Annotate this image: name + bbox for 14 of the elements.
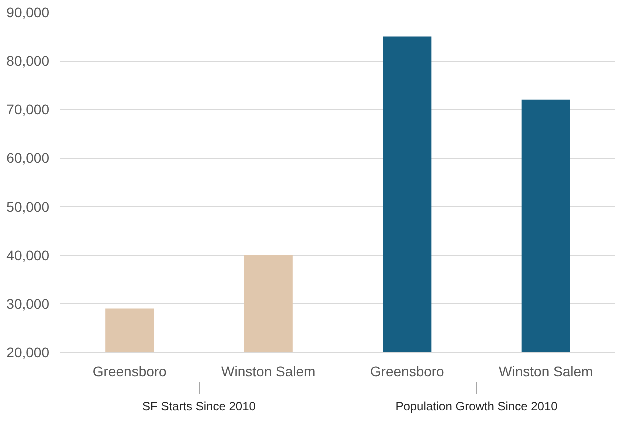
y-tick-label: 40,000: [6, 247, 50, 264]
y-tick-label: 80,000: [6, 53, 50, 70]
x-tick-label: Winston Salem: [499, 364, 594, 380]
y-tick-label: 30,000: [6, 296, 50, 312]
y-tick-label: 50,000: [6, 198, 50, 215]
x-tick-label: Winston Salem: [222, 364, 316, 380]
x-tick-label: Greensboro: [370, 364, 445, 380]
y-tick-label: 60,000: [6, 150, 50, 166]
y-tick-label: 20,000: [6, 344, 50, 360]
y-tick-label: 90,000: [6, 4, 50, 20]
y-tick-label: 70,000: [6, 102, 50, 118]
text: SF Starts Since 2010: [142, 400, 256, 414]
text: Population Growth Since 2010: [396, 400, 558, 414]
x-tick-label: Greensboro: [92, 364, 168, 380]
